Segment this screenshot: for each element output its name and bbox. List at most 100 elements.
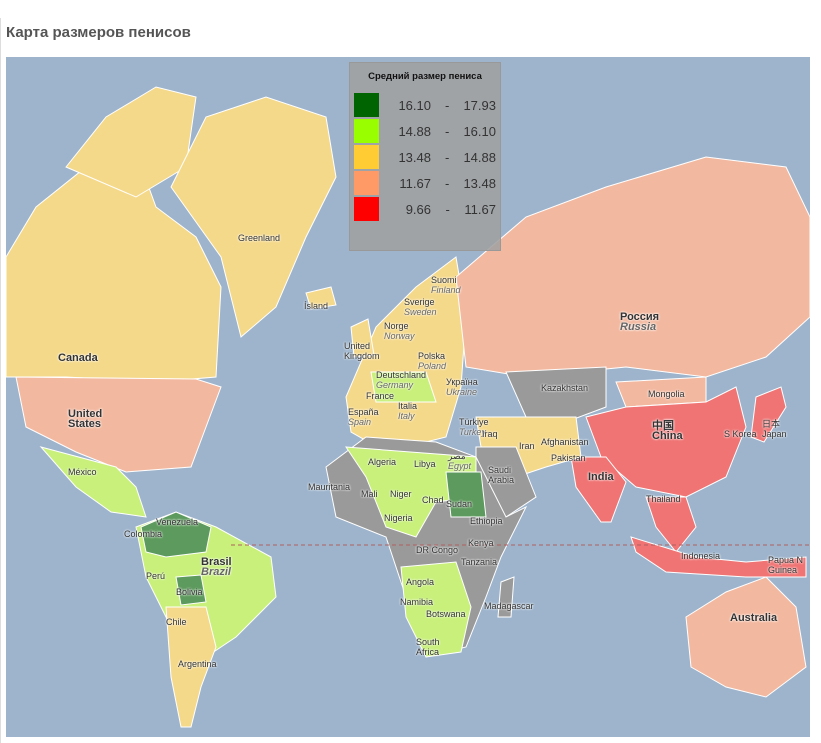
- legend-title: Средний размер пениса: [368, 71, 482, 82]
- legend-item: 16.10 - 17.93: [354, 92, 500, 118]
- legend-item: 14.88 - 16.10: [354, 118, 500, 144]
- label-france: France: [366, 391, 395, 401]
- legend-swatch: [354, 145, 379, 169]
- label-canada: Canada: [58, 352, 98, 364]
- label-ukraine: Україна Ukraine: [446, 377, 478, 397]
- label-mongolia: Mongolia: [648, 389, 685, 399]
- region-indonesia: [630, 536, 807, 578]
- label-turkiye: Türkiye: [459, 417, 489, 427]
- legend-from: 9.66: [405, 201, 431, 217]
- legend-dash: -: [445, 123, 450, 139]
- label-niger: Niger: [390, 489, 412, 499]
- label-spain: España Spain: [348, 407, 379, 427]
- label-japan-en: Japan: [762, 429, 787, 439]
- label-chile: Chile: [166, 617, 187, 627]
- region-mexico: [39, 446, 147, 518]
- label-iran: Iran: [519, 441, 535, 451]
- label-ethiopia: Ethiopia: [470, 516, 503, 526]
- region-north-africa-green: [345, 446, 477, 538]
- legend-from: 13.48: [398, 149, 431, 165]
- label-south: South: [416, 637, 440, 647]
- label-arabia: Arabia: [488, 475, 515, 485]
- legend-to: 17.93: [463, 97, 496, 113]
- legend-range: 11.67 - 13.48: [391, 176, 496, 191]
- label-united: United: [68, 408, 103, 420]
- region-south-africa-green: [400, 561, 472, 658]
- label-afghanistan: Afghanistan: [541, 437, 589, 447]
- label-sverige: Sverige: [404, 297, 435, 307]
- label-korea: S Korea: [724, 429, 757, 439]
- region-southeast-asia: [645, 496, 697, 553]
- label-germany: Deutschland Germany: [376, 370, 426, 390]
- legend-to: 11.67: [464, 201, 496, 217]
- region-colombia-venezuela: [140, 511, 212, 558]
- page-border: [0, 18, 1, 743]
- region-central-europe-green: [370, 371, 437, 403]
- label-venezuela: Venezuela: [156, 517, 199, 527]
- label-spain-en: Spain: [348, 417, 372, 427]
- label-chad: Chad: [422, 495, 444, 505]
- label-algeria: Algeria: [368, 457, 397, 467]
- label-peru: Perú: [146, 571, 166, 581]
- label-russia-en: Russia: [620, 321, 657, 333]
- label-poland-en: Poland: [418, 361, 447, 371]
- label-sudan: Sudan: [446, 499, 473, 509]
- legend-dash: -: [445, 175, 450, 191]
- label-finland-en: Finland: [431, 285, 461, 295]
- label-libya: Libya: [414, 459, 436, 469]
- label-china-en: China: [652, 430, 683, 442]
- region-russia: [455, 156, 810, 378]
- legend-to: 14.88: [463, 149, 496, 165]
- label-egypt-en: Egypt: [448, 461, 472, 471]
- label-china: 中国 China: [652, 420, 683, 442]
- legend-swatch: [354, 171, 379, 195]
- label-kenya: Kenya: [468, 538, 494, 548]
- label-uk-2: Kingdom: [344, 351, 380, 361]
- label-norway-en: Norway: [384, 331, 415, 341]
- label-norway: Norge Norway: [384, 321, 415, 341]
- legend-item: 9.66 - 11.67: [354, 196, 500, 222]
- legend-swatch: [354, 197, 379, 221]
- map-shapes: [6, 86, 810, 728]
- region-uk: [350, 318, 375, 358]
- label-italy: Italia Italy: [398, 401, 417, 421]
- label-turkey: Türkiye Turkey: [459, 417, 489, 437]
- label-angola: Angola: [406, 577, 435, 587]
- label-ukraine-en: Ukraine: [446, 387, 478, 397]
- label-bolivia: Bolivia: [176, 587, 203, 597]
- label-dr-congo: DR Congo: [416, 545, 459, 555]
- label-argentina: Argentina: [178, 659, 217, 669]
- label-japan: 日本 Japan: [762, 419, 787, 439]
- legend-range: 9.66 - 11.67: [391, 202, 496, 217]
- label-germany-en: Germany: [376, 380, 414, 390]
- label-sweden: Sverige Sweden: [404, 297, 437, 317]
- legend-dash: -: [445, 149, 450, 165]
- label-brasil-native: Brasil: [201, 556, 232, 568]
- label-africa: Africa: [416, 647, 440, 657]
- region-usa: [15, 376, 222, 473]
- label-madagascar: Madagascar: [484, 601, 534, 611]
- label-guinea: Guinea: [768, 565, 798, 575]
- legend-range: 16.10 - 17.93: [391, 98, 496, 113]
- label-zhongguo: 中国: [652, 420, 674, 432]
- label-mali: Mali: [361, 489, 378, 499]
- label-rossiya: Россия: [620, 311, 660, 323]
- legend-from: 14.88: [398, 123, 431, 139]
- label-kazakhstan: Kazakhstan: [541, 383, 589, 393]
- label-italia: Italia: [398, 401, 418, 411]
- label-indonesia: Indonesia: [681, 551, 721, 561]
- region-india: [570, 456, 627, 523]
- legend-dash: -: [445, 97, 450, 113]
- label-suomi: Suomi: [431, 275, 457, 285]
- label-saudi-arabia: Saudi Arabia: [488, 465, 514, 485]
- legend-range: 13.48 - 14.88: [391, 150, 496, 165]
- label-states: States: [68, 418, 102, 430]
- label-iceland: Ísland: [304, 301, 329, 311]
- label-espana: España: [348, 407, 379, 417]
- label-brasil: Brasil Brazil: [201, 556, 232, 578]
- legend-to: 16.10: [463, 123, 496, 139]
- legend-dash: -: [445, 201, 450, 217]
- label-egypt: مصر Egypt: [448, 451, 471, 471]
- label-poland: Polska Poland: [418, 351, 446, 371]
- label-mexico: México: [68, 467, 97, 477]
